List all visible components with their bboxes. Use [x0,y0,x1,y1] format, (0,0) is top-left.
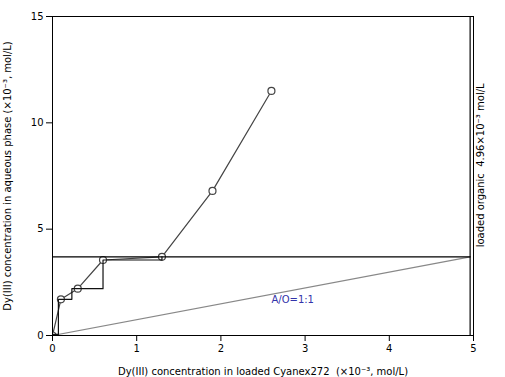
svg-text:loaded organic 4.96×10⁻³ mol/: loaded organic 4.96×10⁻³ mol/L [475,83,486,247]
svg-text:1: 1 [134,343,140,354]
svg-text:Dy(III) concentration in aqueo: Dy(III) concentration in aqueous phase (… [2,41,13,311]
svg-text:3: 3 [302,343,308,354]
svg-text:5: 5 [470,343,476,354]
svg-text:4: 4 [386,343,392,354]
svg-text:A/O=1:1: A/O=1:1 [271,294,314,305]
svg-text:10: 10 [31,117,44,128]
svg-text:15: 15 [31,11,44,22]
svg-text:Dy(III) concentration in loade: Dy(III) concentration in loaded Cyanex27… [118,366,408,377]
svg-text:0: 0 [37,330,43,341]
svg-text:2: 2 [218,343,224,354]
svg-text:5: 5 [37,223,43,234]
svg-text:0: 0 [49,343,55,354]
